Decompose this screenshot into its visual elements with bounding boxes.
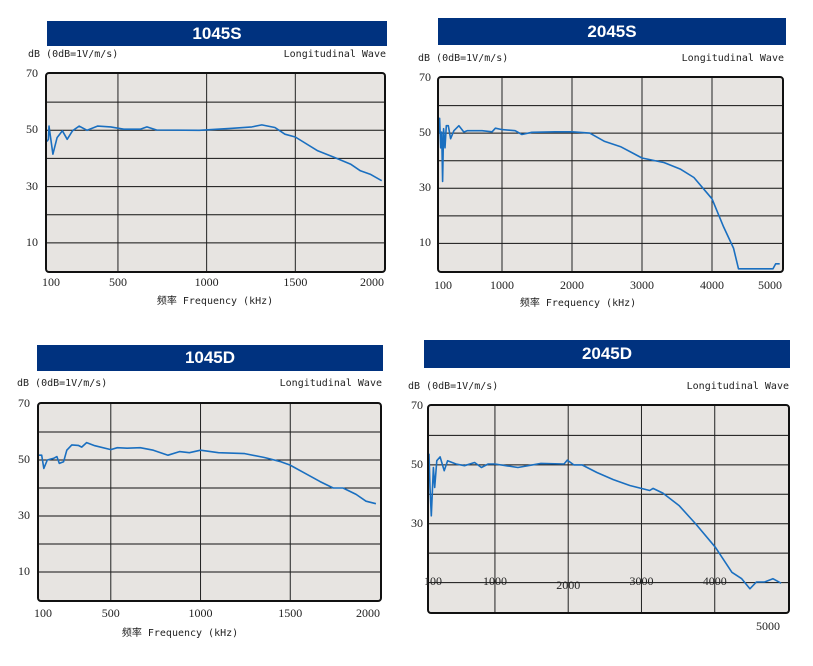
plot-svg (429, 406, 788, 612)
chart-title-banner: 1045D (37, 345, 383, 371)
x-tick-label: 1500 (283, 275, 308, 289)
y-tick-label: 50 (411, 456, 423, 471)
x-tick-label: 2000 (360, 275, 384, 289)
x-tick-label: 3000 (630, 278, 654, 292)
x-tick-label: 5000 (756, 619, 780, 633)
x-tick-label: 1000 (194, 275, 219, 289)
y-tick-label: 50 (26, 122, 38, 137)
x-tick-label: 1000 (188, 606, 213, 620)
x-tick-label: 2000 (556, 577, 581, 592)
y-axis-unit-label: dB (0dB=1V/m/s) (17, 378, 108, 389)
x-tick-label: 100 (434, 278, 452, 292)
y-tick-label: 70 (26, 66, 38, 80)
y-tick-label: 50 (419, 125, 431, 140)
y-tick-label: 30 (18, 508, 30, 522)
y-tick-label: 30 (26, 178, 38, 193)
x-tick-label: 2000 (560, 278, 584, 292)
plot-area (427, 404, 790, 614)
response-curve (429, 453, 782, 590)
wave-type-annotation: Longitudinal Wave (681, 53, 784, 64)
x-tick-label: 4000 (700, 278, 724, 292)
chart-title-banner: 2045S (438, 18, 786, 45)
x-tick-label: 5000 (758, 278, 782, 292)
plot-svg (439, 78, 782, 271)
plot-area (45, 72, 386, 273)
y-axis-unit-label: dB (0dB=1V/m/s) (418, 53, 509, 64)
x-axis-label: 频率 Frequency (kHz) (519, 298, 637, 309)
y-axis-unit-label: dB (0dB=1V/m/s) (408, 381, 499, 392)
x-tick-label: 100 (42, 275, 60, 289)
x-tick-label: 1000 (490, 278, 514, 292)
x-tick-label: 500 (108, 275, 127, 289)
x-axis-label: 频率 Frequency (kHz) (156, 296, 274, 307)
wave-type-annotation: Longitudinal Wave (279, 378, 382, 389)
y-tick-label: 10 (26, 234, 38, 249)
y-tick-label: 70 (411, 398, 423, 412)
y-tick-label: 30 (419, 180, 431, 195)
x-tick-label: 1500 (278, 606, 303, 620)
plot-area (437, 76, 784, 273)
x-tick-label: 100 (424, 573, 442, 588)
x-tick-label: 100 (34, 606, 52, 620)
y-tick-label: 10 (18, 564, 30, 578)
chart-title-banner: 1045S (47, 21, 387, 46)
y-axis-unit-label: dB (0dB=1V/m/s) (28, 49, 119, 60)
x-tick-label: 3000 (629, 573, 654, 588)
y-tick-label: 30 (411, 515, 423, 530)
response-curve (439, 117, 780, 270)
y-tick-label: 50 (18, 452, 30, 466)
chart-title-banner: 2045D (424, 340, 790, 368)
plot-svg (39, 404, 380, 600)
x-tick-label: 500 (101, 606, 120, 620)
plot-svg (47, 74, 384, 271)
x-tick-label: 2000 (356, 606, 380, 620)
y-tick-label: 70 (18, 396, 30, 410)
response-curve (47, 124, 383, 182)
y-tick-label: 10 (419, 235, 431, 250)
x-axis-label: 频率 Frequency (kHz) (121, 628, 239, 639)
x-tick-label: 1000 (482, 573, 507, 588)
wave-type-annotation: Longitudinal Wave (283, 49, 386, 60)
y-tick-label: 70 (419, 70, 431, 84)
wave-type-annotation: Longitudinal Wave (686, 381, 789, 392)
response-curve (39, 441, 377, 505)
plot-area (37, 402, 382, 602)
x-tick-label: 4000 (702, 573, 727, 588)
